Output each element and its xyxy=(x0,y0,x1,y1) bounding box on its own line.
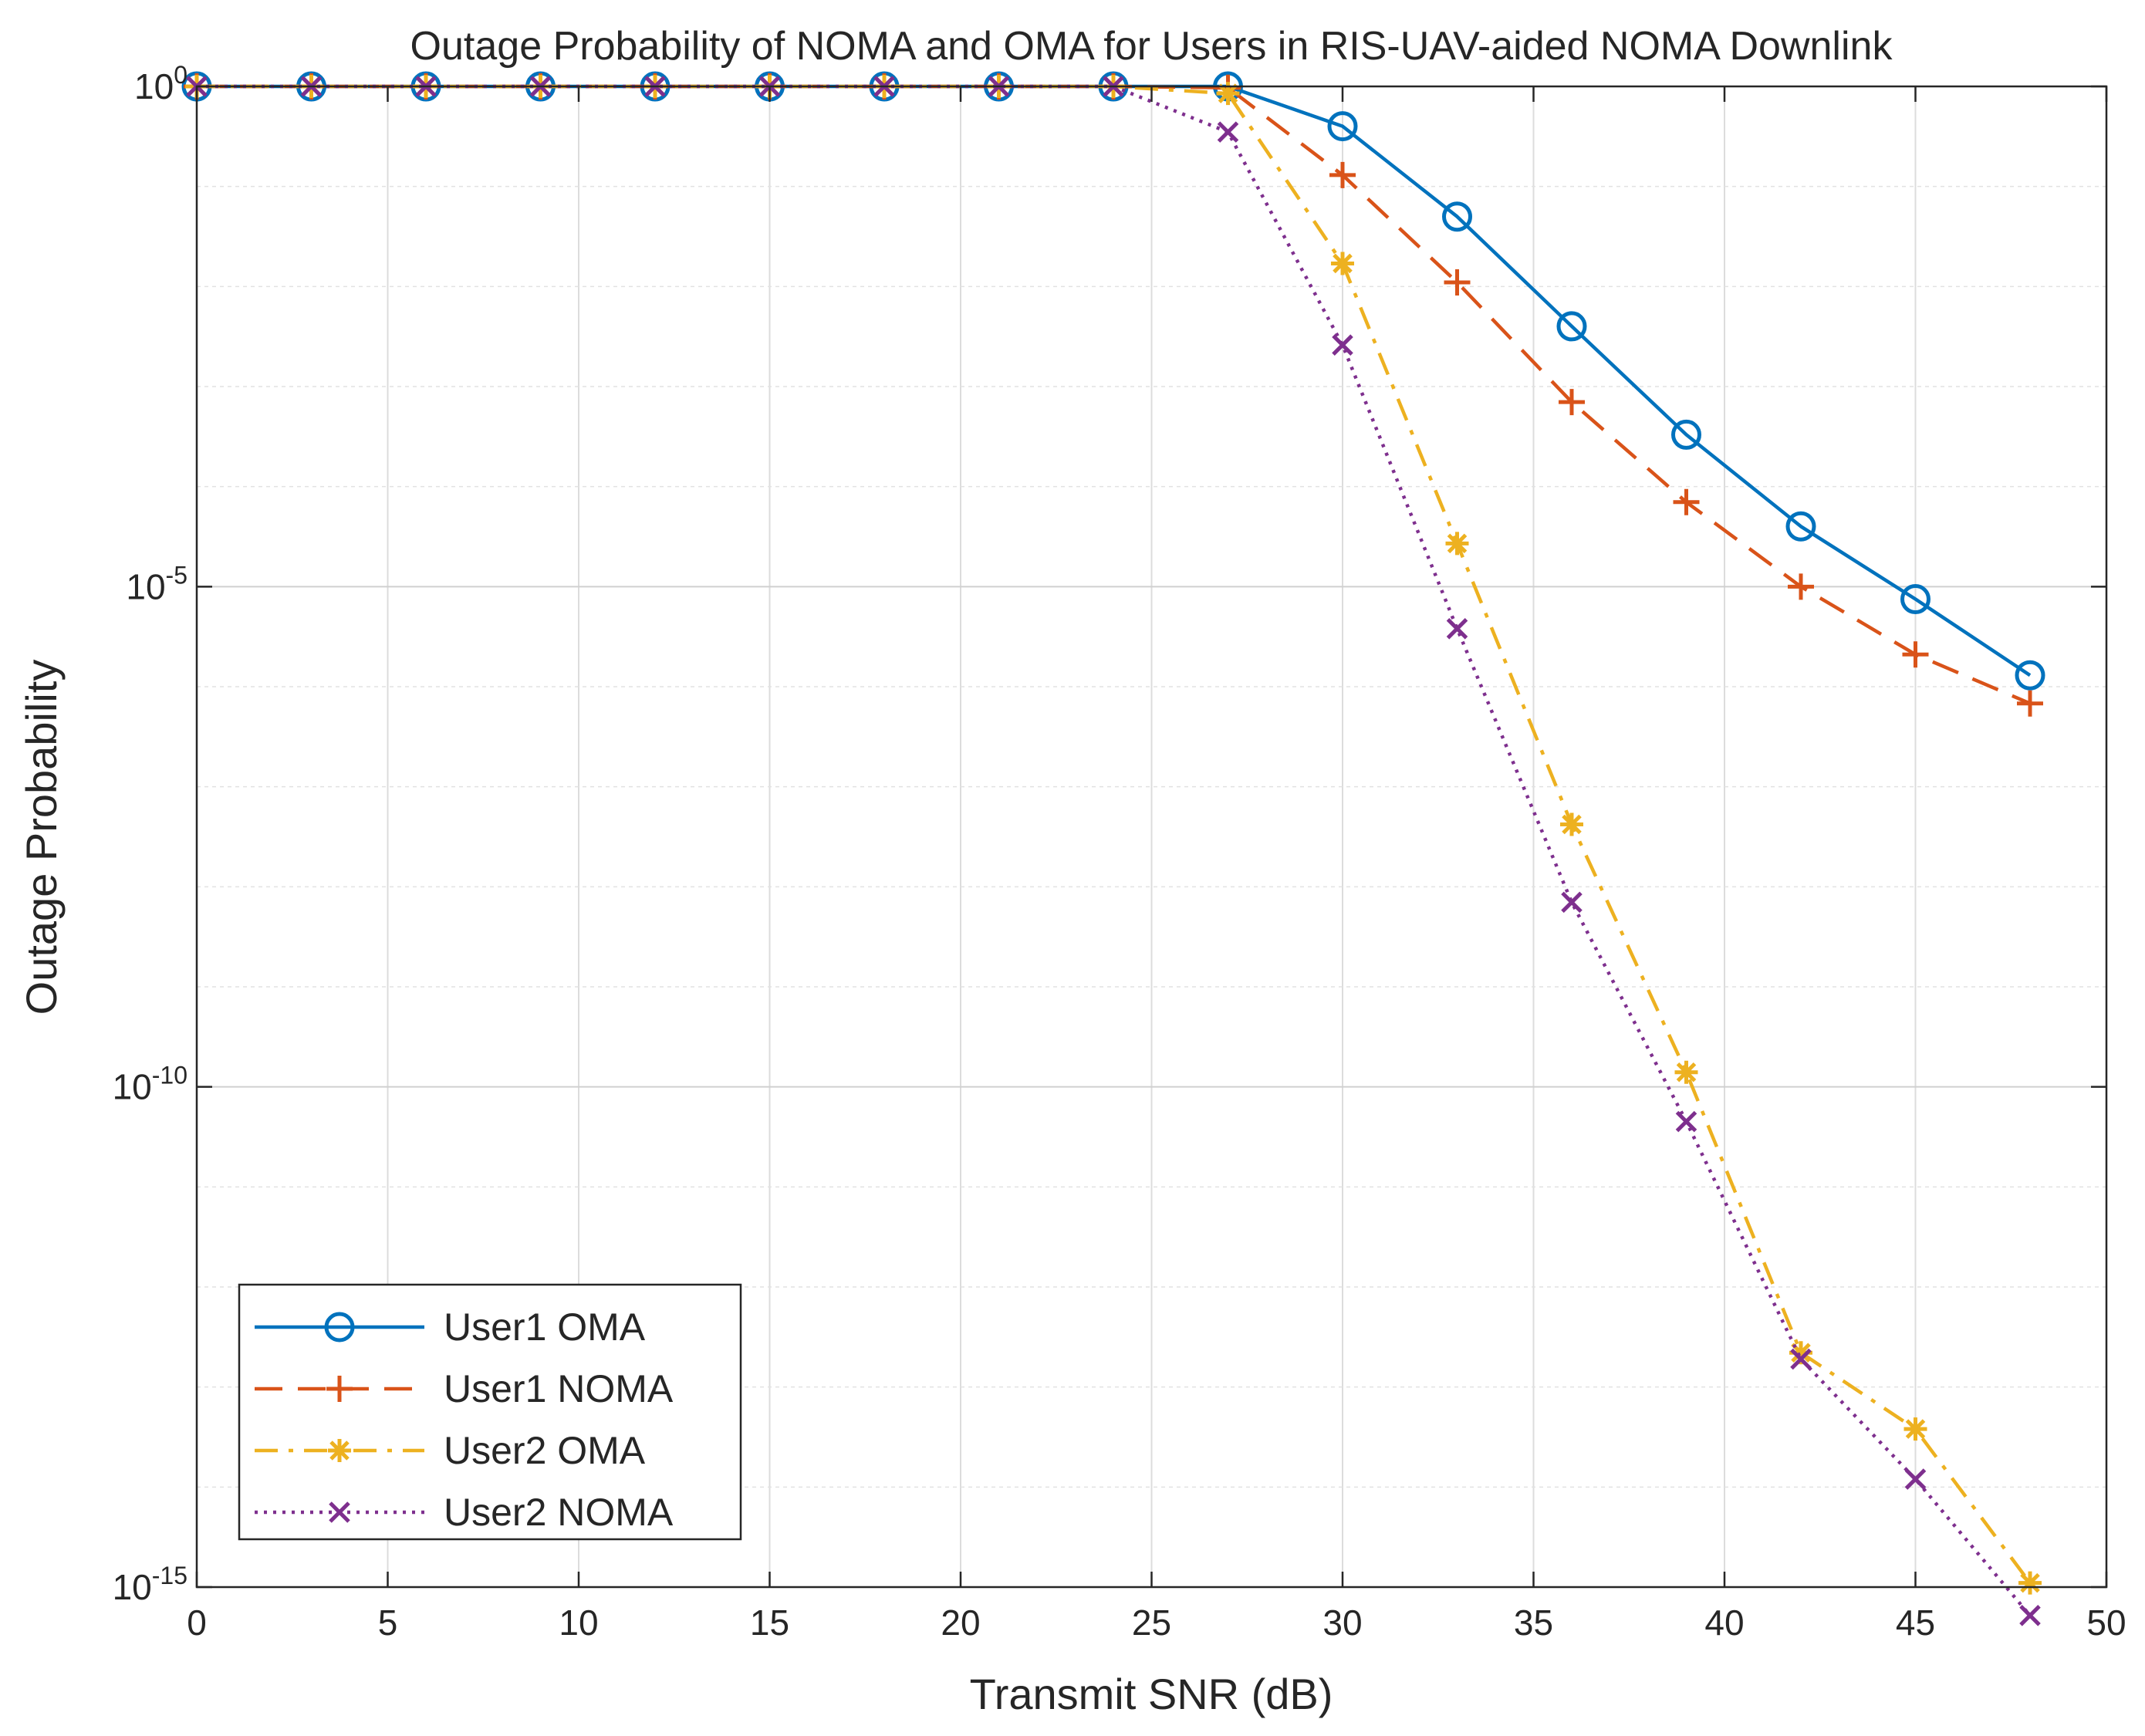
data-point-user2-oma xyxy=(1445,532,1469,556)
legend-marker-user1-oma xyxy=(324,1312,355,1343)
legend-entry-user1-oma: User1 OMA xyxy=(255,1305,646,1349)
legend-label: User2 NOMA xyxy=(444,1491,674,1534)
legend-marker-user2-noma xyxy=(329,1501,350,1523)
data-point-user2-noma xyxy=(1561,891,1583,914)
y-tick-label: 10-10 xyxy=(113,1062,187,1107)
data-point-user2-oma xyxy=(1560,812,1583,836)
legend-entry-user2-noma: User2 NOMA xyxy=(255,1491,674,1534)
x-tick-label: 25 xyxy=(1132,1603,1171,1643)
data-point-user1-oma xyxy=(1327,111,1358,142)
x-tick-label: 35 xyxy=(1514,1603,1553,1643)
y-axis-label: Outage Probability xyxy=(17,660,66,1015)
legend-label: User1 NOMA xyxy=(444,1367,674,1410)
data-point-user1-noma xyxy=(1329,161,1356,188)
legend-entry-user2-oma: User2 OMA xyxy=(255,1429,646,1472)
legend-marker-user1-noma xyxy=(326,1376,353,1402)
legend-label: User2 OMA xyxy=(444,1429,646,1472)
x-tick-label: 30 xyxy=(1322,1603,1362,1643)
data-point-user2-oma xyxy=(1331,252,1354,275)
x-axis-label: Transmit SNR (dB) xyxy=(970,1670,1333,1718)
data-point-user2-noma xyxy=(1446,618,1468,640)
axis-ticks: 0 5 10 15 20 25 30 35 40 45 50 100 10-5 10-10 10-15 xyxy=(113,61,2126,1643)
x-tick-label: 20 xyxy=(941,1603,980,1643)
x-tick-label: 15 xyxy=(750,1603,789,1643)
data-point-user2-oma xyxy=(1674,1060,1698,1084)
legend-entry-user1-noma: User1 NOMA xyxy=(255,1367,674,1410)
x-tick-label: 45 xyxy=(1896,1603,1935,1643)
data-point-user1-noma xyxy=(1444,269,1471,296)
legend-marker-user2-oma xyxy=(328,1439,351,1462)
data-point-user1-noma xyxy=(1559,389,1585,416)
data-point-user2-noma xyxy=(1217,121,1239,143)
data-point-user1-noma xyxy=(1673,488,1700,515)
x-tick-label: 40 xyxy=(1704,1603,1744,1643)
data-point-user2-oma xyxy=(1216,82,1240,106)
data-point-user1-noma xyxy=(1788,573,1814,600)
data-point-user2-noma xyxy=(1332,334,1353,356)
data-point-user1-oma xyxy=(1671,419,1701,450)
data-point-user1-oma xyxy=(1442,201,1472,232)
data-point-user2-noma xyxy=(1790,1348,1812,1370)
data-point-user1-noma xyxy=(2017,690,2043,717)
data-point-user1-oma xyxy=(2015,660,2045,691)
data-point-user1-noma xyxy=(1902,641,1929,668)
data-point-user2-noma xyxy=(1675,1110,1697,1133)
data-point-user1-oma xyxy=(1556,311,1587,342)
x-tick-label: 5 xyxy=(378,1603,398,1643)
legend: User1 OMA User1 NOMA User2 OMA User2 NOMA xyxy=(238,1283,742,1541)
y-tick-label: 10-5 xyxy=(126,561,187,606)
data-point-user1-oma xyxy=(1900,584,1930,615)
y-tick-label: 100 xyxy=(134,61,187,106)
data-point-user2-oma xyxy=(2018,1571,2042,1595)
data-point-user1-oma xyxy=(1785,511,1816,542)
chart-title: Outage Probability of NOMA and OMA for U… xyxy=(410,24,1893,69)
data-point-user2-noma xyxy=(2019,1605,2041,1626)
x-tick-label: 50 xyxy=(2086,1603,2126,1643)
y-tick-label: 10-15 xyxy=(113,1562,187,1607)
x-tick-label: 10 xyxy=(559,1603,598,1643)
x-tick-label: 0 xyxy=(187,1603,207,1643)
data-point-user2-noma xyxy=(1904,1468,1927,1490)
legend-label: User1 OMA xyxy=(444,1305,646,1349)
data-point-user2-oma xyxy=(1789,1341,1812,1365)
data-point-user2-oma xyxy=(1903,1417,1927,1441)
